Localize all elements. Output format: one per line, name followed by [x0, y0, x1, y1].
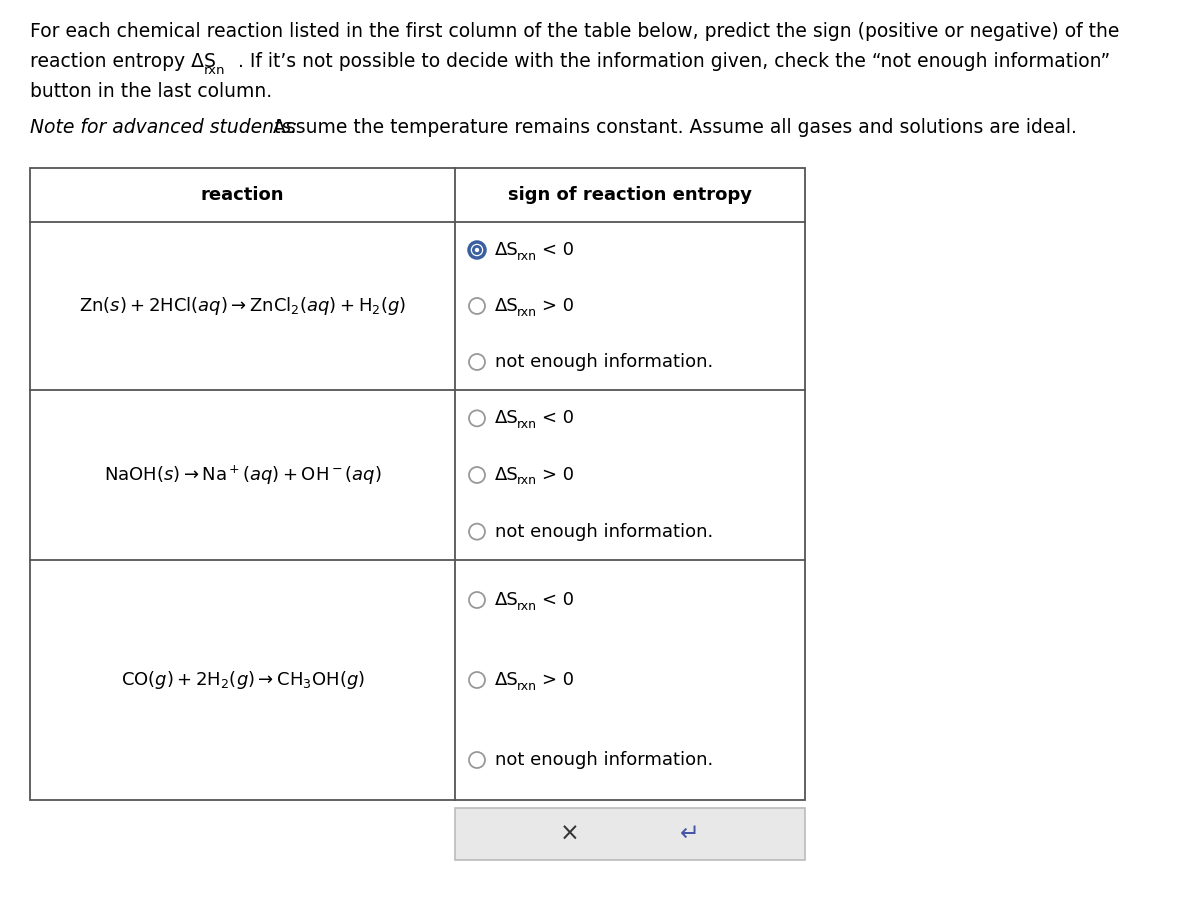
Text: rxn: rxn [517, 418, 538, 431]
Text: $\mathrm{Zn}(s) + 2\mathrm{HCl}(aq) \rightarrow \mathrm{ZnCl}_2(aq) + \mathrm{H}: $\mathrm{Zn}(s) + 2\mathrm{HCl}(aq) \rig… [79, 295, 406, 317]
Text: ΔS: ΔS [496, 591, 518, 609]
Circle shape [469, 410, 485, 427]
Text: For each chemical reaction listed in the first column of the table below, predic: For each chemical reaction listed in the… [30, 22, 1120, 41]
Text: button in the last column.: button in the last column. [30, 82, 272, 101]
Text: < 0: < 0 [542, 241, 574, 259]
Circle shape [469, 354, 485, 370]
Text: ↵: ↵ [680, 822, 700, 846]
Text: Note for advanced students:: Note for advanced students: [30, 118, 298, 137]
Text: Assume the temperature remains constant. Assume all gases and solutions are idea: Assume the temperature remains constant.… [266, 118, 1076, 137]
Text: ΔS: ΔS [496, 409, 518, 427]
Text: ΔS: ΔS [496, 241, 518, 259]
Text: rxn: rxn [204, 64, 226, 77]
Circle shape [469, 752, 485, 768]
Text: > 0: > 0 [542, 297, 574, 315]
Text: not enough information.: not enough information. [496, 353, 713, 371]
Text: rxn: rxn [517, 474, 538, 488]
Text: ΔS: ΔS [496, 297, 518, 315]
Text: rxn: rxn [517, 600, 538, 612]
Text: rxn: rxn [517, 305, 538, 319]
Text: . If it’s not possible to decide with the information given, check the “not enou: . If it’s not possible to decide with th… [238, 52, 1110, 71]
Circle shape [469, 524, 485, 540]
Text: reaction: reaction [200, 186, 284, 204]
Text: > 0: > 0 [542, 671, 574, 689]
Circle shape [469, 298, 485, 314]
Text: $\mathrm{CO}(g) + 2\mathrm{H}_2(g) \rightarrow \mathrm{CH}_3\mathrm{OH}(g)$: $\mathrm{CO}(g) + 2\mathrm{H}_2(g) \righ… [120, 669, 365, 691]
Bar [455, 808, 805, 860]
Bar [30, 168, 805, 800]
Text: < 0: < 0 [542, 591, 574, 609]
Circle shape [469, 467, 485, 483]
Text: > 0: > 0 [542, 466, 574, 484]
Text: ×: × [560, 822, 580, 846]
Circle shape [473, 246, 480, 253]
Text: reaction entropy ΔS: reaction entropy ΔS [30, 52, 216, 71]
Text: not enough information.: not enough information. [496, 523, 713, 541]
Text: rxn: rxn [517, 250, 538, 262]
Circle shape [469, 242, 485, 258]
Text: ΔS: ΔS [496, 466, 518, 484]
Circle shape [469, 592, 485, 608]
Text: $\mathrm{NaOH}(s) \rightarrow \mathrm{Na}^+(aq) + \mathrm{OH}^-(aq)$: $\mathrm{NaOH}(s) \rightarrow \mathrm{Na… [103, 463, 382, 487]
Text: not enough information.: not enough information. [496, 751, 713, 769]
Text: ΔS: ΔS [496, 671, 518, 689]
Text: < 0: < 0 [542, 409, 574, 427]
Circle shape [469, 672, 485, 688]
Text: sign of reaction entropy: sign of reaction entropy [508, 186, 752, 204]
Text: rxn: rxn [517, 680, 538, 692]
